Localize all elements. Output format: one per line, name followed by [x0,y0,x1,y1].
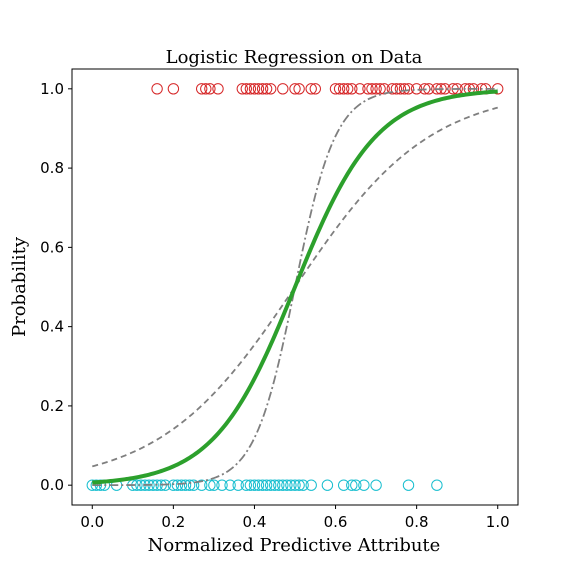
curve-dashed [92,106,498,468]
point-positive-6 [236,83,249,95]
point-positive-8 [244,83,257,95]
point-negative-17 [179,479,192,491]
point-positive-27 [370,83,382,95]
point-negative-49 [431,479,443,491]
point-negative-25 [232,479,244,491]
x-axis-label: Normalized Predictive Attribute [148,535,441,556]
point-negative-33 [269,479,281,491]
point-negative-34 [273,479,285,491]
y-tick-label: 0.8 [40,159,64,177]
point-negative-27 [244,479,257,491]
point-negative-26 [240,479,253,491]
point-negative-19 [187,479,200,491]
x-tick-label: 0.2 [161,513,185,531]
x-tick-label: 0.6 [324,513,348,531]
point-positive-18 [309,83,321,95]
point-negative-42 [321,479,334,491]
point-negative-45 [350,479,362,491]
point-positive-5 [212,83,224,95]
point-negative-1 [90,479,103,491]
y-axis-ticks: 0.0 0.2 0.4 0.6 0.8 1.0 [40,80,72,494]
point-positive-23 [346,83,358,95]
point-negative-31 [260,479,273,491]
curve-solid [92,89,498,485]
plot-area [86,83,504,491]
point-positive-30 [386,83,398,95]
point-positive-12 [260,83,273,95]
point-positive-26 [366,83,378,95]
point-negative-15 [171,479,184,491]
point-positive-17 [305,83,317,95]
y-tick-label: 0.4 [40,318,64,336]
point-negative-35 [277,479,289,491]
point-negative-44 [346,479,358,491]
point-negative-24 [224,479,236,491]
plot-frame [71,68,519,506]
point-negative-32 [265,479,277,491]
point-negative-30 [256,479,269,491]
point-positive-0 [151,83,163,95]
point-negative-40 [297,479,309,491]
point-positive-14 [277,83,289,95]
point-positive-24 [354,83,366,95]
point-positive-22 [342,83,354,95]
x-tick-label: 0.4 [243,513,267,531]
point-positive-15 [289,83,301,95]
point-positive-19 [329,83,342,95]
y-tick-label: 0.0 [40,476,64,494]
point-negative-39 [293,479,305,491]
curve-dashdot [92,87,498,487]
point-positive-20 [333,83,346,95]
point-positive-3 [200,83,212,95]
point-negative-29 [252,479,265,491]
x-tick-label: 1.0 [486,513,510,531]
point-negative-28 [248,479,261,491]
y-tick-label: 0.6 [40,238,64,256]
point-negative-36 [281,479,293,491]
point-negative-47 [370,479,382,491]
point-positive-2 [196,83,208,95]
point-negative-46 [358,479,370,491]
point-positive-13 [265,83,277,95]
point-negative-48 [402,479,415,491]
point-positive-16 [293,83,305,95]
point-positive-34 [402,83,415,95]
point-negative-13 [159,479,172,491]
point-positive-32 [394,83,407,95]
point-positive-1 [167,83,180,95]
point-positive-31 [390,83,403,95]
point-negative-37 [285,479,297,491]
x-tick-label: 0.0 [80,513,104,531]
point-negative-21 [204,479,216,491]
point-positive-9 [248,83,261,95]
point-negative-41 [305,479,317,491]
y-axis-label: Probability [9,236,30,337]
point-negative-18 [183,479,196,491]
point-negative-16 [175,479,188,491]
point-positive-21 [338,83,350,95]
point-positive-4 [204,83,216,95]
point-negative-23 [216,479,228,491]
point-negative-43 [338,479,350,491]
point-negative-22 [208,479,220,491]
x-tick-label: 0.8 [405,513,429,531]
y-tick-label: 0.2 [40,397,64,415]
point-negative-20 [196,479,208,491]
point-positive-10 [252,83,265,95]
chart-title: Logistic Regression on Data [166,47,423,68]
x-axis-ticks: 0.0 0.2 0.4 0.6 0.8 1.0 [80,505,510,531]
y-tick-label: 1.0 [40,80,64,98]
point-positive-7 [240,83,253,95]
point-positive-25 [362,83,374,95]
point-negative-38 [289,479,301,491]
point-positive-11 [256,83,269,95]
point-positive-33 [398,83,411,95]
